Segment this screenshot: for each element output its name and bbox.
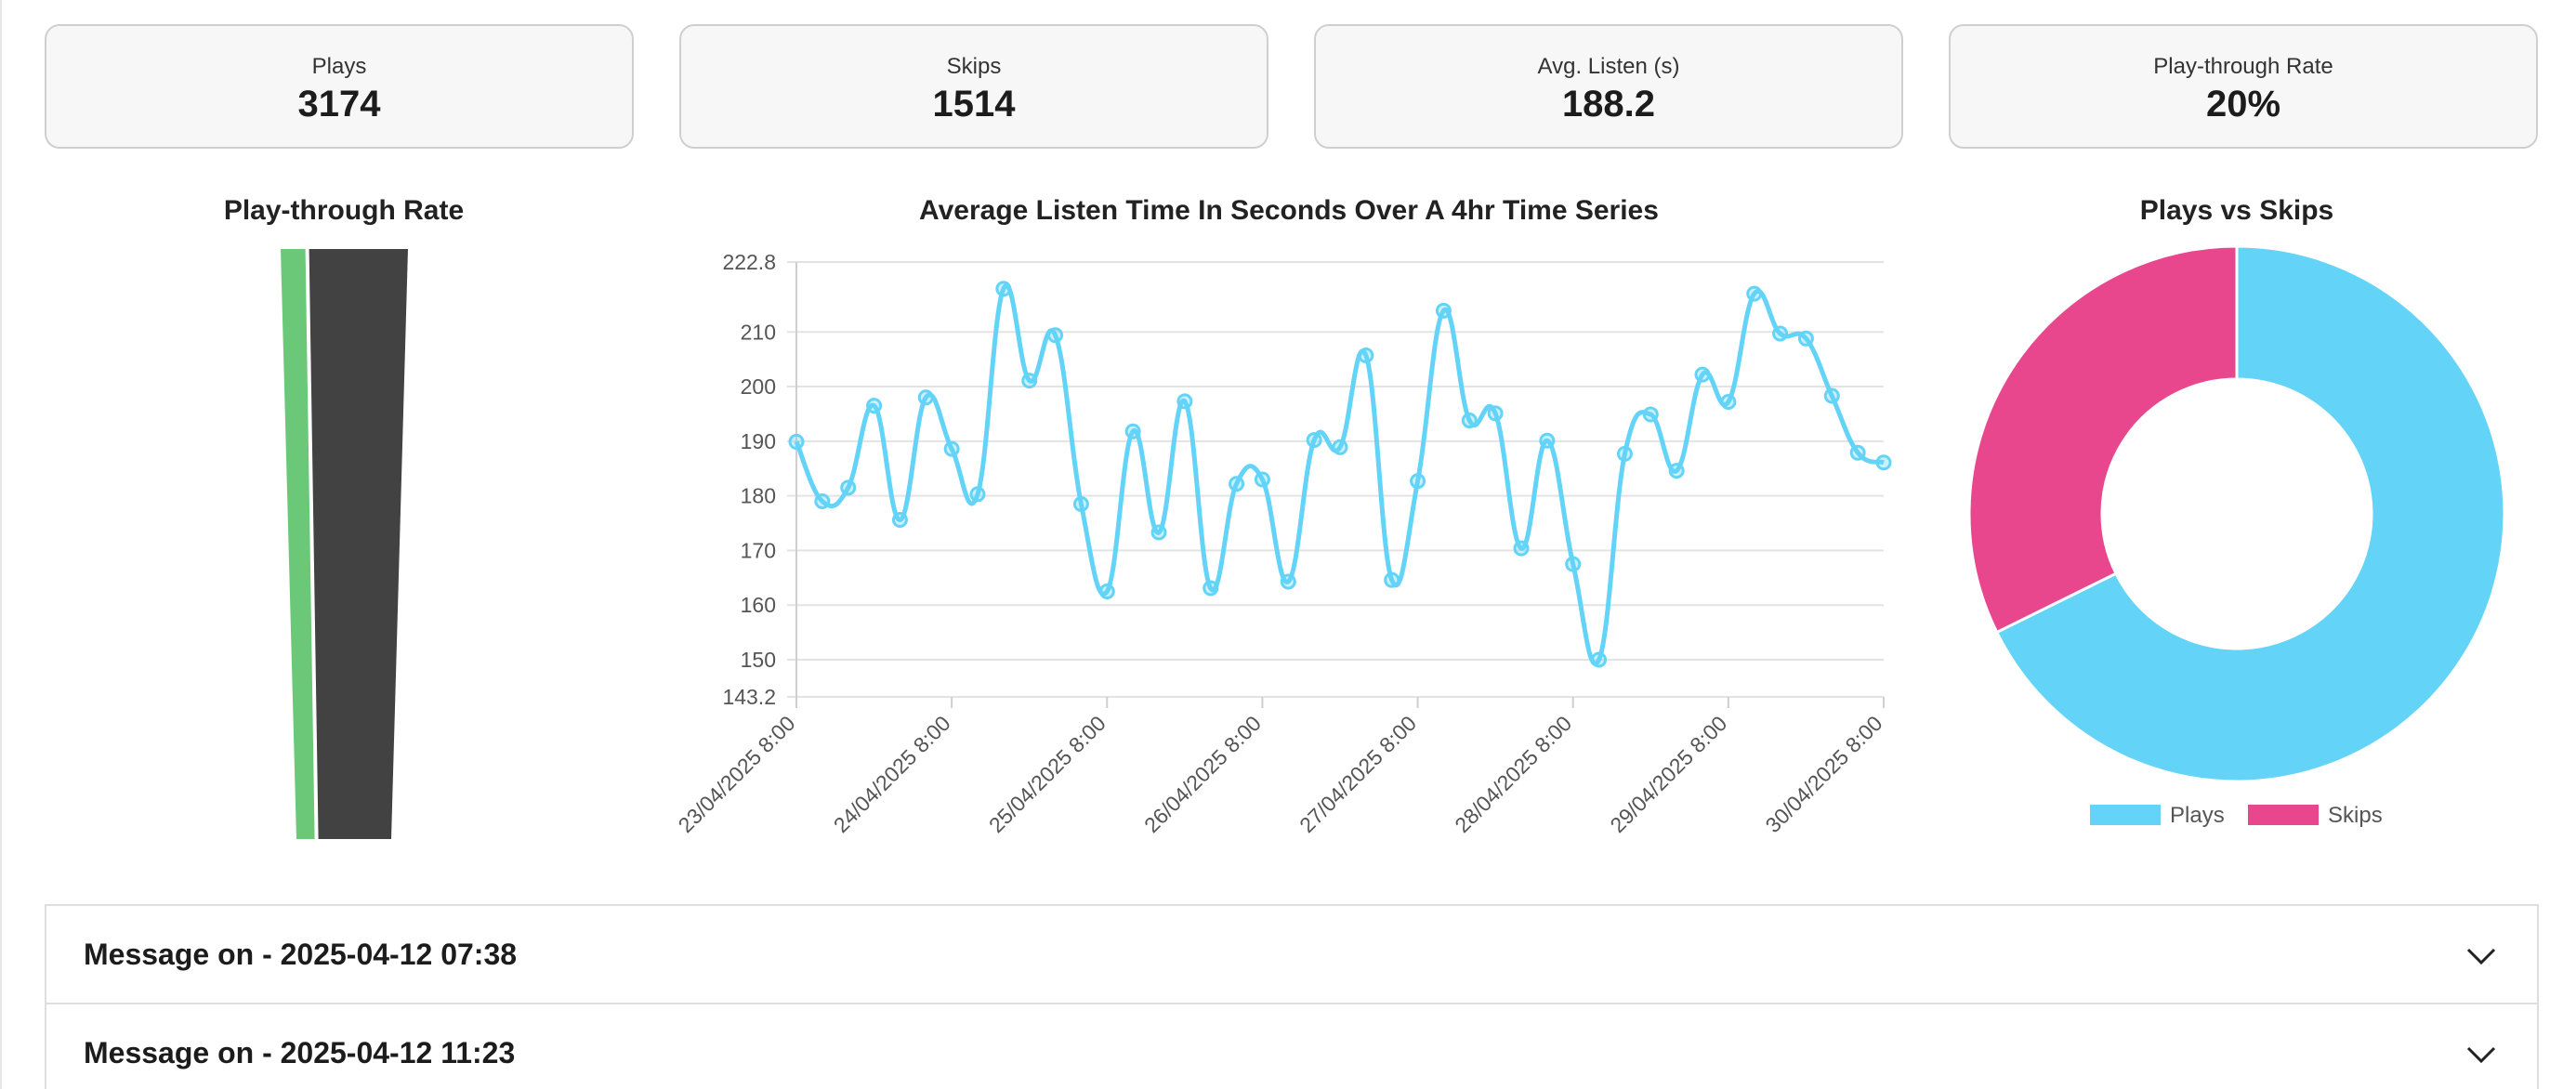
x-tick-label: 25/04/2025 8:00 <box>984 711 1111 837</box>
y-tick-label: 160 <box>741 593 776 617</box>
x-tick-label: 23/04/2025 8:00 <box>674 711 800 837</box>
data-point <box>1797 330 1814 347</box>
data-point <box>814 493 831 510</box>
donut-slice-plays <box>1994 244 2506 783</box>
stat-label: Avg. Listen (s) <box>1537 54 1680 79</box>
data-point <box>1616 445 1633 462</box>
stat-card-avg-listen: Avg. Listen (s) 188.2 <box>1314 24 1903 149</box>
data-point <box>1513 540 1530 557</box>
data-point <box>1254 471 1270 488</box>
series-line <box>794 282 1885 666</box>
data-point <box>917 389 934 406</box>
x-tick-label: 26/04/2025 8:00 <box>1139 711 1266 837</box>
y-tick-label: 190 <box>741 429 776 453</box>
data-point <box>788 433 805 450</box>
gauge-chart-title: Play-through Rate <box>223 195 465 226</box>
data-point <box>1410 473 1426 490</box>
message-item[interactable]: Message on - 2025-04-12 07:38 <box>45 904 2539 1004</box>
stat-card-plays: Plays 3174 <box>45 24 634 149</box>
chevron-down-icon[interactable] <box>2463 938 2500 975</box>
x-tick-label: 28/04/2025 8:00 <box>1450 711 1576 837</box>
y-tick-label: 222.8 <box>722 250 776 274</box>
data-point <box>1072 495 1089 512</box>
stat-value: 188.2 <box>1561 84 1656 125</box>
y-tick-label: 170 <box>741 538 776 562</box>
data-point <box>1487 405 1504 422</box>
stat-label: Skips <box>946 54 1002 79</box>
y-tick-label: 143.2 <box>722 685 776 709</box>
data-point <box>840 479 857 496</box>
stat-value: 1514 <box>932 84 1016 125</box>
x-tick-label: 27/04/2025 8:00 <box>1295 711 1421 837</box>
data-point <box>1358 348 1374 364</box>
x-tick-label: 24/04/2025 8:00 <box>829 711 955 837</box>
data-point <box>1720 394 1737 411</box>
data-point <box>1772 325 1789 342</box>
stat-card-skips: Skips 1514 <box>679 24 1268 149</box>
data-point <box>1694 366 1711 383</box>
stat-label: Play-through Rate <box>2153 54 2333 79</box>
stat-value: 3174 <box>297 84 381 125</box>
play-through-gauge <box>281 249 408 839</box>
y-tick-label: 200 <box>741 374 776 399</box>
y-tick-label: 150 <box>741 648 776 672</box>
data-point <box>995 281 1012 297</box>
data-point <box>1150 524 1167 541</box>
data-point <box>1875 454 1892 471</box>
gauge-segment-play-through <box>281 249 315 839</box>
x-tick-label: 29/04/2025 8:00 <box>1605 711 1731 837</box>
data-point <box>1098 584 1115 600</box>
data-point <box>1746 285 1763 302</box>
data-point <box>1435 302 1452 319</box>
x-tick-label: 30/04/2025 8:00 <box>1761 711 1887 837</box>
data-point <box>1461 413 1478 429</box>
legend-swatch-plays <box>2090 805 2161 825</box>
data-point <box>1642 406 1659 423</box>
data-point <box>1124 423 1141 440</box>
data-point <box>1849 444 1866 461</box>
data-point <box>1306 432 1322 449</box>
listen-time-line-chart: 143.2 150 160 170 180 190 200 210 222.8 23/04/202… <box>674 250 1892 837</box>
y-tick-label: 180 <box>741 484 776 508</box>
plays-vs-skips-donut: Plays Skips <box>1967 244 2506 828</box>
legend-swatch-skips <box>2248 805 2319 825</box>
data-point <box>1565 556 1582 572</box>
data-point <box>1384 571 1400 588</box>
stat-card-play-through-rate: Play-through Rate 20% <box>1949 24 2538 149</box>
data-point <box>1823 387 1840 404</box>
data-point <box>1229 476 1245 492</box>
legend-label-skips: Skips <box>2328 803 2383 828</box>
data-point <box>891 512 908 529</box>
donut-slice-skips <box>1967 244 2239 635</box>
y-tick-label: 210 <box>741 320 776 344</box>
stat-value: 20% <box>2205 84 2281 125</box>
data-point <box>1047 327 1064 344</box>
message-title: Message on - 2025-04-12 07:38 <box>84 938 518 971</box>
message-title: Message on - 2025-04-12 11:23 <box>84 1036 516 1069</box>
message-item[interactable]: Message on - 2025-04-12 11:23 <box>45 1003 2539 1089</box>
data-point <box>969 486 986 503</box>
gauge-segment-remaining <box>309 249 408 839</box>
data-point <box>1539 432 1556 449</box>
data-point <box>1668 463 1685 479</box>
data-point <box>1332 439 1348 455</box>
data-point <box>1591 651 1608 668</box>
line-chart-title: Average Listen Time In Seconds Over A 4h… <box>919 195 1659 226</box>
data-point <box>1203 580 1219 597</box>
legend-label-plays: Plays <box>2170 803 2225 828</box>
data-point <box>1280 573 1296 590</box>
data-point <box>943 440 960 457</box>
donut-chart-title: Plays vs Skips <box>2139 195 2334 226</box>
chevron-down-icon[interactable] <box>2463 1036 2500 1073</box>
data-point <box>1021 373 1038 389</box>
stat-label: Plays <box>311 54 367 79</box>
data-point <box>866 398 883 414</box>
data-point <box>1176 393 1193 410</box>
